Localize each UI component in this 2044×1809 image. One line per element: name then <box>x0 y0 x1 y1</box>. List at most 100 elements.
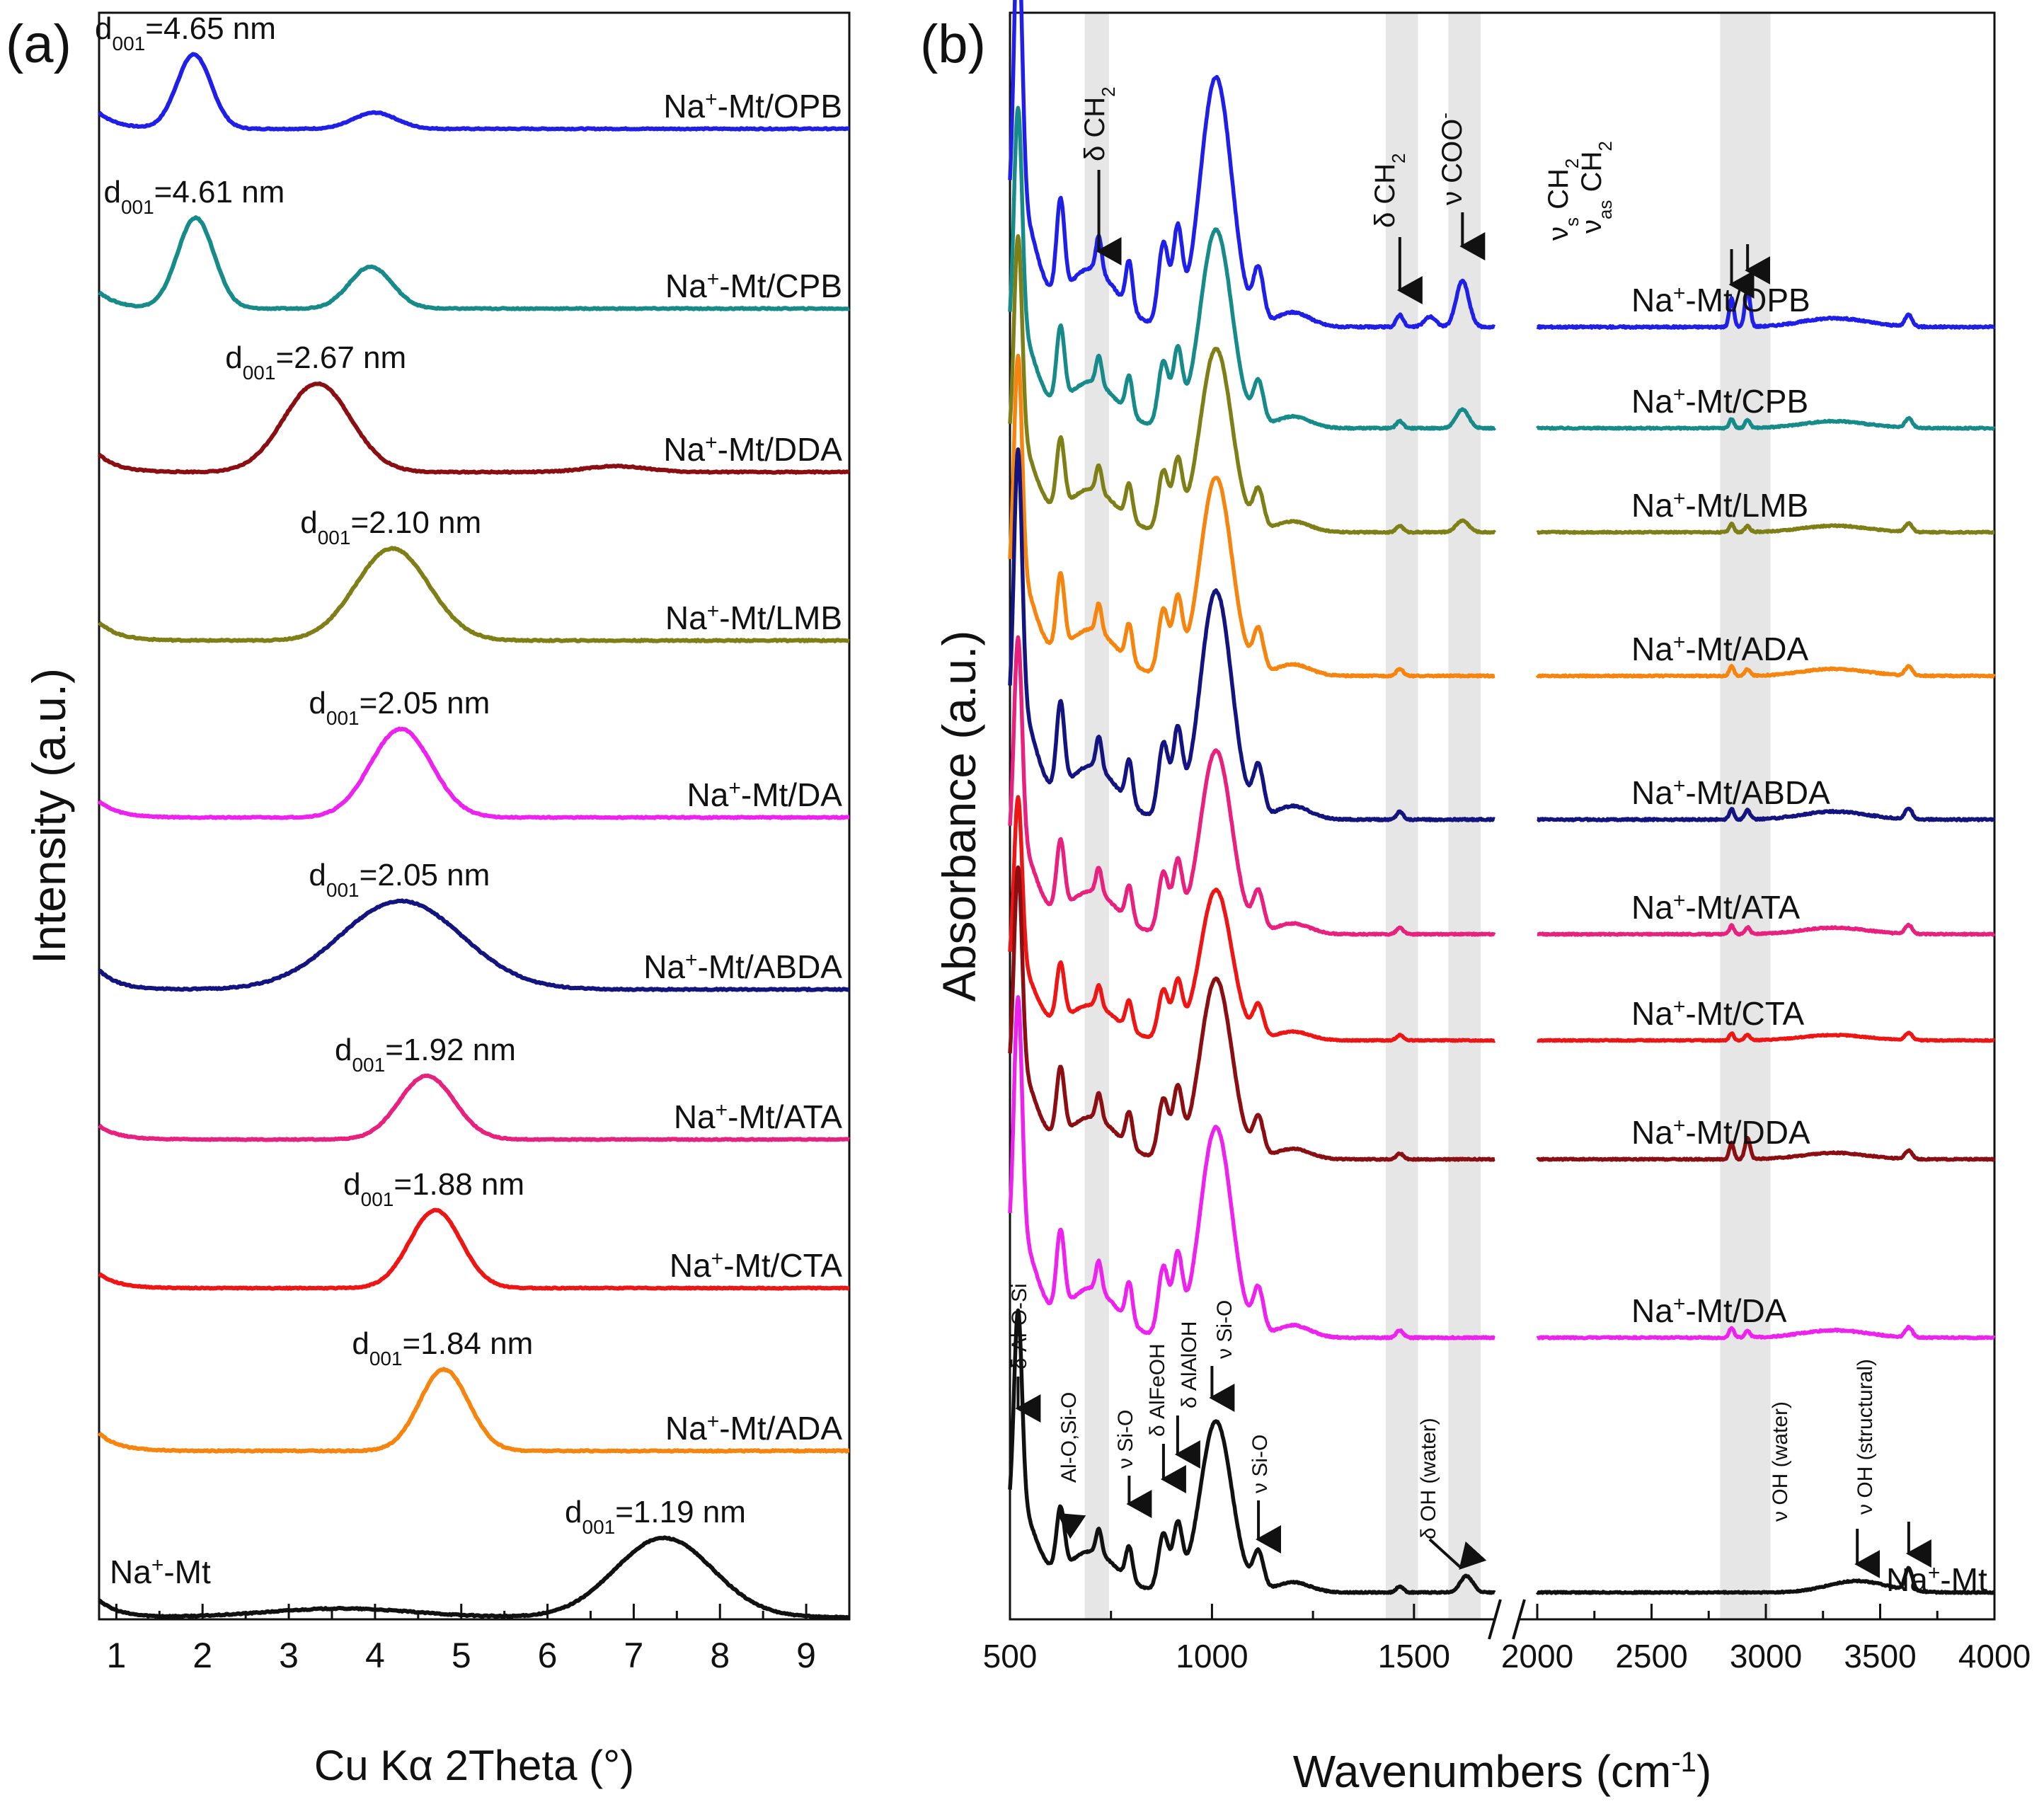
x-axis-label: Cu Kα 2Theta (°) <box>314 1742 634 1789</box>
sample-label: Na+-Mt/ABDA <box>643 948 842 986</box>
d-spacing-label: d001=2.67 nm <box>225 340 406 384</box>
d-spacing-label: d001=2.05 nm <box>309 686 490 729</box>
ftir-curve <box>1008 0 1496 330</box>
d-spacing-label: d001=1.92 nm <box>335 1033 516 1076</box>
sample-label: Na+-Mt/ADA <box>1631 631 1808 668</box>
band-annotation: δ AlAlOH <box>1178 1321 1201 1408</box>
x-tick-label: 4000 <box>1958 1638 2031 1675</box>
x-tick-label: 3500 <box>1844 1638 1916 1675</box>
ftir-curve <box>1536 1324 1996 1340</box>
x-tick-label: 4 <box>365 1636 385 1675</box>
ftir-curve <box>1536 521 1996 535</box>
sample-label: Na+-Mt/DDA <box>663 431 842 469</box>
band-annotation: νs CH2 <box>1543 159 1583 241</box>
y-axis-label: Absorbance (a.u.) <box>933 631 985 1002</box>
ftir-curve <box>1536 806 1996 822</box>
d-spacing-label: d001=4.65 nm <box>95 11 276 54</box>
band-annotation: Al-O,Si-O <box>1057 1392 1081 1483</box>
x-tick-label: 7 <box>624 1636 643 1675</box>
band-annotation: ν Si-O <box>1213 1300 1236 1359</box>
d-spacing-label: d001=2.05 nm <box>309 858 490 901</box>
xrd-curve <box>98 1207 850 1291</box>
sample-label: Na+-Mt/ADA <box>665 1410 842 1447</box>
annotation-arrow <box>1428 1538 1487 1570</box>
sample-label: Na+-Mt/LMB <box>1631 487 1808 524</box>
axis-break-mark <box>1512 1599 1526 1640</box>
ftir-curve <box>1008 635 1496 937</box>
ftir-curve <box>1008 353 1496 679</box>
x-tick-label: 5 <box>452 1636 471 1675</box>
y-axis-label: Intensity (a.u.) <box>23 668 75 964</box>
sample-label: Na+-Mt/ATA <box>674 1098 842 1136</box>
x-tick-label: 8 <box>710 1636 730 1675</box>
xrd-curve <box>98 1073 850 1142</box>
band-annotation: ν Si-O <box>1114 1410 1137 1469</box>
d-spacing-label: d001=1.19 nm <box>565 1495 746 1538</box>
axis-break-mark <box>1488 1599 1502 1640</box>
x-tick-label: 3000 <box>1730 1638 1802 1675</box>
band-annotation: δ AlFeOH <box>1146 1343 1169 1437</box>
ftir-curve <box>1008 865 1496 1162</box>
panel-label: (b) <box>920 14 986 74</box>
band-annotation: δ OH (water) <box>1417 1418 1440 1539</box>
panel-label: (a) <box>6 14 71 74</box>
x-tick-label: 2500 <box>1615 1638 1687 1675</box>
annotation-arrow <box>1057 1510 1086 1539</box>
ftir-curve <box>1536 1030 1996 1043</box>
panel-a-xrd: 1 2 3 4 5 6 7 8 9 Cu Kα 2Theta (°) Intensity (a.u.… <box>6 11 851 1789</box>
sample-label: Na+-Mt/ABDA <box>1631 774 1830 812</box>
x-tick-label: 3 <box>279 1636 299 1675</box>
d-spacing-label: d001=2.10 nm <box>300 505 481 549</box>
ftir-curve <box>1008 234 1497 535</box>
highlight-band <box>1448 13 1481 1619</box>
ftir-curve <box>1535 1566 1996 1595</box>
ftir-curve <box>1535 664 1996 679</box>
ftir-curve <box>1536 922 1996 937</box>
d-spacing-label: d001=1.84 nm <box>352 1326 533 1369</box>
x-axis-label: Wavenumbers (cm-1) <box>1293 1746 1712 1797</box>
x-tick-label: 500 <box>983 1638 1038 1675</box>
band-annotation: ν OH (water) <box>1769 1401 1792 1522</box>
xrd-curve <box>97 1367 850 1454</box>
ftir-curve <box>1536 1135 1996 1162</box>
x-tick-label: 1000 <box>1176 1638 1248 1675</box>
x-tick-label: 9 <box>796 1636 816 1675</box>
xrd-curve <box>98 1535 850 1620</box>
xrd-curve <box>98 215 850 311</box>
sample-label: Na+-Mt/LMB <box>665 599 842 637</box>
sample-label: Na+-Mt/CPB <box>665 268 842 305</box>
panel-a-frame <box>98 11 851 1621</box>
panel-b-ftir: 500 1000 1500 2000 2500 3000 3500 4000 Wavenumbe… <box>920 0 2031 1797</box>
xrd-curve <box>97 726 850 820</box>
d-spacing-label: d001=1.88 nm <box>343 1167 524 1210</box>
sample-label: Na+-Mt/DDA <box>1631 1114 1810 1152</box>
band-annotation: δ Al-O-Si <box>1008 1283 1031 1369</box>
xrd-curve <box>98 898 850 992</box>
ftir-curve <box>1008 447 1496 822</box>
ftir-curve <box>1008 995 1496 1340</box>
sample-label: Na+-Mt/OPB <box>1631 282 1810 319</box>
sample-label: Na+-Mt/CTA <box>670 1247 842 1285</box>
x-tick-label: 2000 <box>1501 1638 1573 1675</box>
sample-label: Na+-Mt/DA <box>687 776 843 814</box>
sample-label: Na+-Mt/ATA <box>1631 889 1800 926</box>
xrd-curve <box>98 52 850 132</box>
highlight-band <box>1084 13 1109 1619</box>
x-tick-label: 2 <box>193 1636 212 1675</box>
sample-label: Na+-Mt/CPB <box>1631 383 1808 420</box>
x-tick-label: 1500 <box>1378 1638 1450 1675</box>
ftir-curve <box>1008 105 1497 431</box>
x-tick-label: 6 <box>538 1636 558 1675</box>
d-spacing-label: d001=4.61 nm <box>103 175 285 218</box>
sample-label: Na+-Mt/OPB <box>663 88 842 125</box>
band-annotation: ν OH (structural) <box>1854 1359 1877 1515</box>
sample-label: Na+-Mt/CTA <box>1631 995 1804 1033</box>
x-tick-label: 1 <box>106 1636 126 1675</box>
xrd-curve <box>98 546 850 643</box>
ftir-curve <box>1536 415 1996 431</box>
band-annotation: δ CH2 <box>1079 86 1119 161</box>
xrd-curve <box>97 381 850 475</box>
band-annotation: ν COO- <box>1434 113 1468 205</box>
ftir-curve <box>1536 286 1996 330</box>
